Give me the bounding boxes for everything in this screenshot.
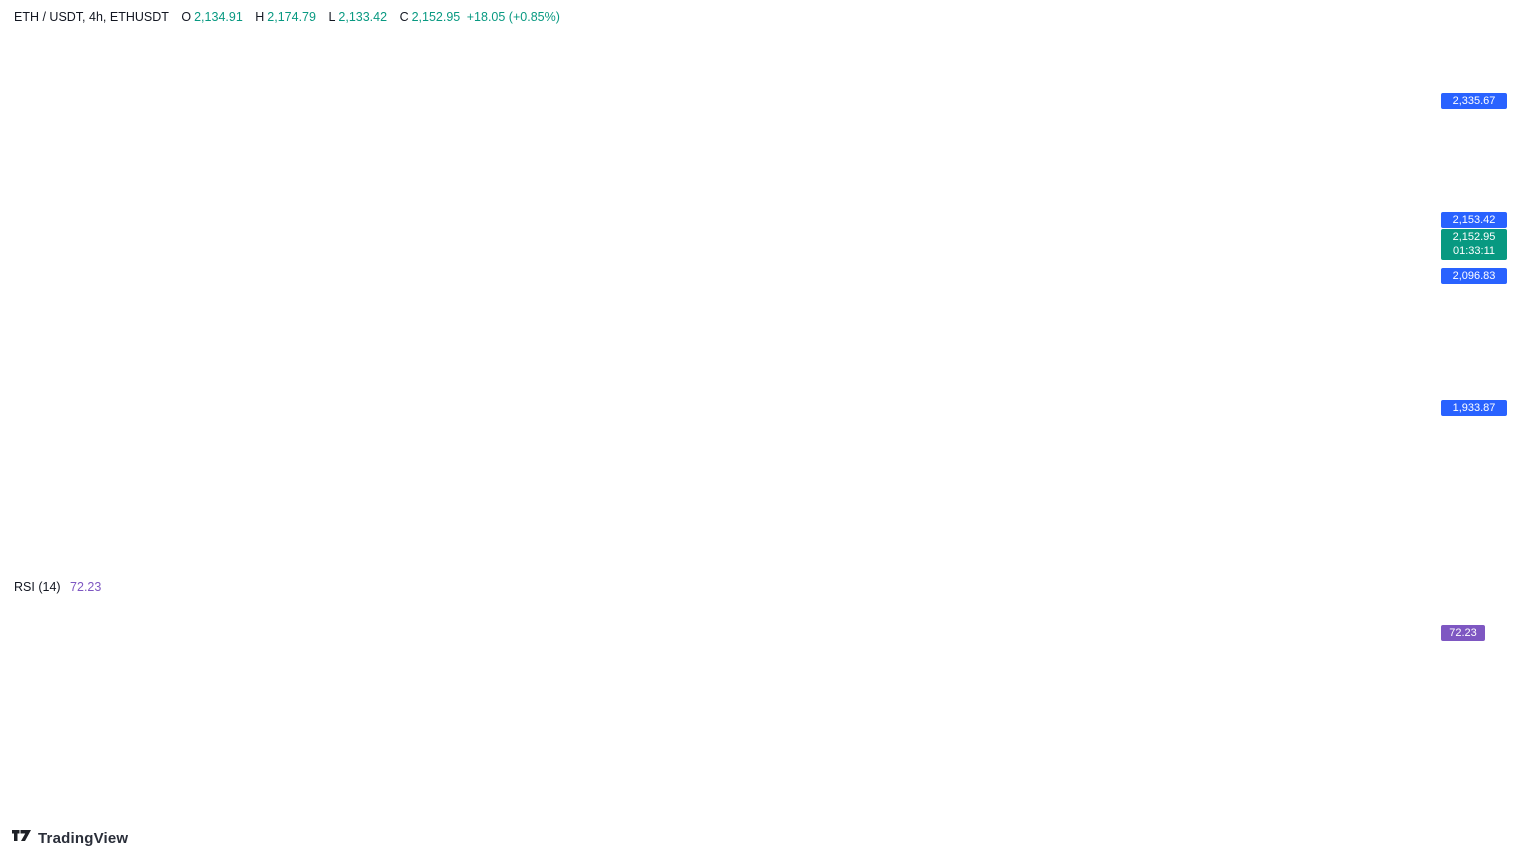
- price-label-last-blue: 2,153.42: [1441, 212, 1507, 228]
- price-label-2335: 2,335.67: [1441, 93, 1507, 109]
- rsi-value: 72.23: [70, 580, 102, 594]
- close-value: 2,152.95: [411, 10, 461, 24]
- symbol-legend[interactable]: ETH / USDT, 4h, ETHUSDT O 2,134.91 H 2,174…: [14, 10, 563, 24]
- rsi-params: (14): [38, 580, 61, 594]
- change-value: +18.05 (+0.85%): [466, 10, 560, 24]
- low-letter: L: [328, 10, 336, 24]
- close-letter: C: [399, 10, 409, 24]
- open-letter: O: [181, 10, 192, 24]
- price-label-1933: 1,933.87: [1441, 400, 1507, 416]
- low-value: 2,133.42: [338, 10, 388, 24]
- open-value: 2,134.91: [194, 10, 243, 24]
- rsi-value-label: 72.23: [1441, 625, 1485, 641]
- rsi-title: RSI: [14, 580, 35, 594]
- symbol-title[interactable]: ETH / USDT, 4h, ETHUSDT: [14, 10, 169, 24]
- high-value: 2,174.79: [267, 10, 316, 24]
- time-axis[interactable]: [0, 791, 1440, 825]
- tradingview-logo-icon: [12, 830, 31, 841]
- current-price-value: 2,152.95: [1452, 231, 1496, 243]
- price-axis[interactable]: [1441, 0, 1514, 790]
- watermark-text: TradingView: [38, 830, 129, 847]
- price-label-2096: 2,096.83: [1441, 268, 1507, 284]
- current-price-label: 2,152.95 01:33:11: [1441, 229, 1507, 260]
- high-letter: H: [255, 10, 265, 24]
- rsi-legend[interactable]: RSI (14) 72.23: [14, 580, 101, 594]
- tradingview-watermark[interactable]: TradingView: [12, 830, 128, 847]
- bar-countdown: 01:33:11: [1452, 245, 1495, 257]
